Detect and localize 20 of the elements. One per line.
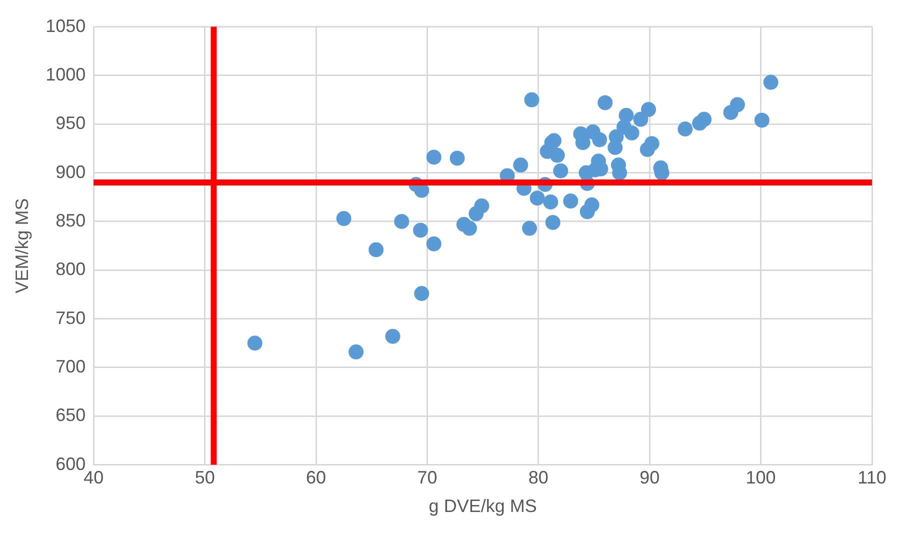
y-tick-label: 600: [56, 454, 86, 474]
y-tick-label: 650: [56, 405, 86, 426]
y-axis-title: VEM/kg MS: [12, 198, 32, 294]
x-tick-label: 70: [417, 468, 438, 488]
y-tick-label: 700: [56, 356, 86, 376]
y-tick-label: 850: [56, 210, 86, 230]
x-tick-label: 50: [194, 468, 215, 488]
y-tick-label: 900: [56, 162, 86, 182]
x-tick-label: 60: [306, 468, 326, 488]
y-tick-label: 1000: [46, 64, 86, 84]
x-tick-label: 110: [858, 468, 886, 488]
x-axis-title: g DVE/kg MS: [428, 496, 537, 516]
y-tick-label: 800: [56, 259, 86, 280]
x-tick-label: 40: [84, 468, 104, 488]
y-tick-label: 950: [56, 113, 86, 134]
y-tick-label: 1050: [46, 16, 86, 36]
y-tick-label: 750: [56, 308, 86, 328]
x-tick-label: 90: [640, 468, 660, 488]
x-tick-label: 100: [746, 468, 776, 488]
x-tick-label: 80: [528, 468, 548, 488]
